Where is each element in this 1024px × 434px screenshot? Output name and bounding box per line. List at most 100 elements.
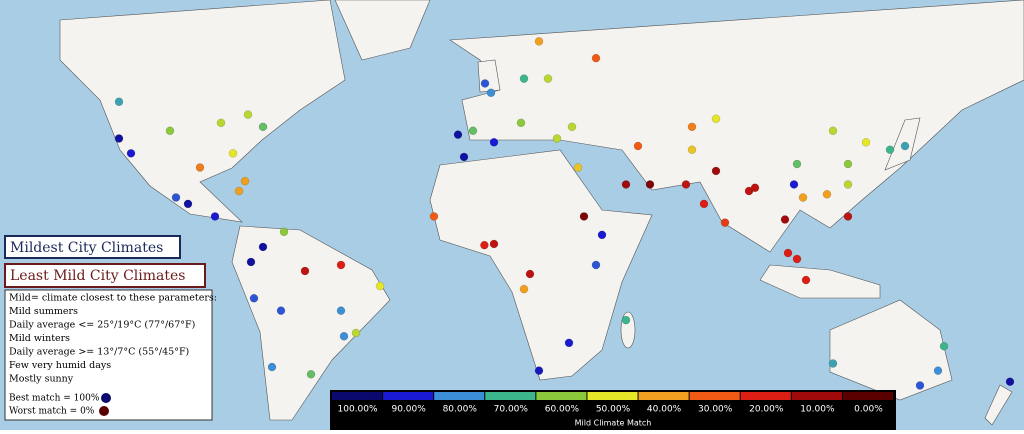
city-dot [843,212,853,221]
greenland [334,0,431,61]
colorbar-label: 10.00% [800,405,835,415]
city-dot [336,260,346,270]
note-line: Mild summers [9,306,78,317]
city-dot [567,122,577,132]
city-dot [543,74,553,83]
city-dot [234,186,244,196]
city-dot [489,138,499,147]
colorbar-segment [689,392,740,400]
colorbar-title: Mild Climate Match [575,419,652,428]
city-dot [783,248,793,258]
colorbar-label: 40.00% [647,405,682,415]
city-dot [480,79,490,88]
city-dot [843,159,853,169]
city-dot [459,152,469,162]
city-dot [243,110,253,119]
city-dot [792,159,802,169]
city-dot [429,212,439,221]
city-dot [216,118,226,128]
city-dot [258,242,268,252]
colorbar-segment [740,392,791,400]
city-dot [939,341,949,351]
north-america [59,0,346,223]
worst-label: Worst match = 0% [9,407,95,417]
city-dot [573,163,583,172]
city-dot [489,239,499,249]
city-dot [339,332,349,341]
city-dot [828,126,838,136]
note-line: Mostly sunny [9,374,74,385]
city-dot [210,212,220,221]
city-dot [453,130,463,139]
city-dot [534,366,544,375]
worst-dot [99,406,109,416]
city-dot [552,134,562,143]
city-dot [300,266,310,276]
city-dot [534,37,544,46]
city-dot [114,97,124,107]
city-dot [228,149,238,158]
city-dot [789,180,799,189]
city-dot [279,227,289,237]
city-dot [165,126,175,136]
city-dot [861,138,871,147]
colorbar-label: 50.00% [596,405,631,415]
note-line: Mild winters [9,333,70,344]
least-mild-label: Least Mild City Climates [10,268,185,284]
city-dot [480,240,489,250]
city-dot [699,199,709,209]
city-dot [633,141,643,151]
note-line: Daily average >= 13°/7°C (55°/45°F) [9,347,189,358]
africa [429,149,653,381]
city-dot [687,145,697,154]
colorbar-label: 30.00% [698,405,733,415]
city-dot [711,166,721,176]
city-dot [792,254,802,264]
colorbar-segment [485,392,536,400]
colorbar-segment [842,392,893,400]
city-dot [276,306,286,315]
city-dot [885,145,895,154]
city-dot [183,199,193,209]
note-line: Few very humid days [9,360,111,371]
colorbar-segment [536,392,587,400]
city-dot [591,53,601,63]
best-label: Best match = 100% [9,394,100,404]
city-dot [519,284,529,294]
city-dot [240,176,250,186]
city-dot [267,362,277,372]
colorbar-label: 0.00% [854,405,883,415]
city-dot [579,212,589,221]
landmasses [59,0,1024,426]
colorbar-label: 70.00% [494,405,529,415]
city-dot [645,180,655,189]
city-dot [780,215,790,224]
colorbar-segment [434,392,485,400]
city-dot [114,134,124,143]
city-dot [822,190,832,199]
city-dot [525,269,535,279]
city-dot [336,306,346,315]
best-dot [101,393,111,403]
colorbar-label: 20.00% [749,405,784,415]
colorbar-segment [638,392,689,400]
colorbar: 100.00% 90.00% 80.00% 70.00% 60.00% 50.00% 40.… [332,392,893,415]
colorbar-label: 90.00% [391,405,426,415]
city-dot [564,338,574,348]
colorbar-label: 80.00% [443,405,478,415]
city-dot [1005,377,1015,386]
australia [829,299,953,401]
city-dot [591,260,601,270]
colorbar-label: 60.00% [545,405,580,415]
colorbar-segment [383,392,434,400]
city-dot [519,74,529,83]
city-dot [915,381,925,390]
city-dot [351,328,361,338]
colorbar-segment [332,392,383,400]
city-dot [375,281,385,291]
city-dot [258,122,268,132]
city-dot [597,230,607,240]
note-line: Daily average <= 25°/19°C (77°/67°F) [9,320,195,331]
city-dot [687,122,697,132]
